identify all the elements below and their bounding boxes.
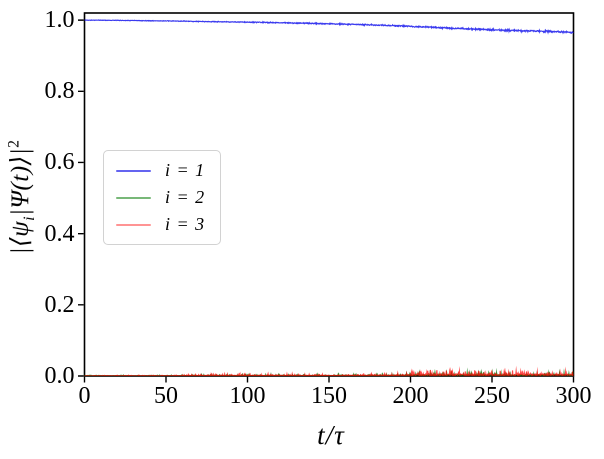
legend-label: i = 3 — [165, 214, 206, 234]
x-tick-label: 300 — [555, 383, 592, 409]
ylabel-open: |⟨ψ — [7, 220, 34, 255]
x-tick-label: 150 — [311, 383, 347, 409]
legend-item: i = 1 — [116, 160, 205, 181]
y-tick-label: 0.0 — [44, 363, 75, 389]
ylabel-superscript: 2 — [5, 139, 23, 148]
legend-item: i = 3 — [116, 214, 205, 235]
x-tick-label: 250 — [474, 383, 510, 409]
x-tick-label: 0 — [78, 383, 91, 409]
y-axis-label: |⟨ψi|Ψ(t)⟩|2 — [5, 140, 39, 255]
x-tick-label: 200 — [392, 383, 429, 409]
legend: i = 1 i = 2 i = 3 — [103, 150, 222, 245]
legend-item: i = 2 — [116, 187, 205, 208]
ylabel-subscript: i — [21, 215, 38, 221]
y-tick-label: 1.0 — [44, 7, 75, 34]
y-tick-label: 0.2 — [44, 291, 75, 318]
x-tick-label: 100 — [229, 383, 266, 409]
legend-label: i = 2 — [165, 187, 206, 207]
y-tick-label: 0.6 — [44, 149, 75, 176]
x-axis-label: t/τ — [317, 420, 345, 450]
legend-line-sample — [116, 169, 151, 172]
y-tick-label: 0.4 — [44, 220, 75, 247]
y-tick-label: 0.8 — [44, 78, 75, 105]
legend-line-sample — [116, 223, 151, 226]
legend-label: i = 1 — [165, 160, 206, 180]
x-tick-label: 50 — [154, 383, 178, 409]
legend-line-sample — [116, 196, 151, 199]
ylabel-mid: |Ψ(t)⟩| — [7, 147, 34, 216]
